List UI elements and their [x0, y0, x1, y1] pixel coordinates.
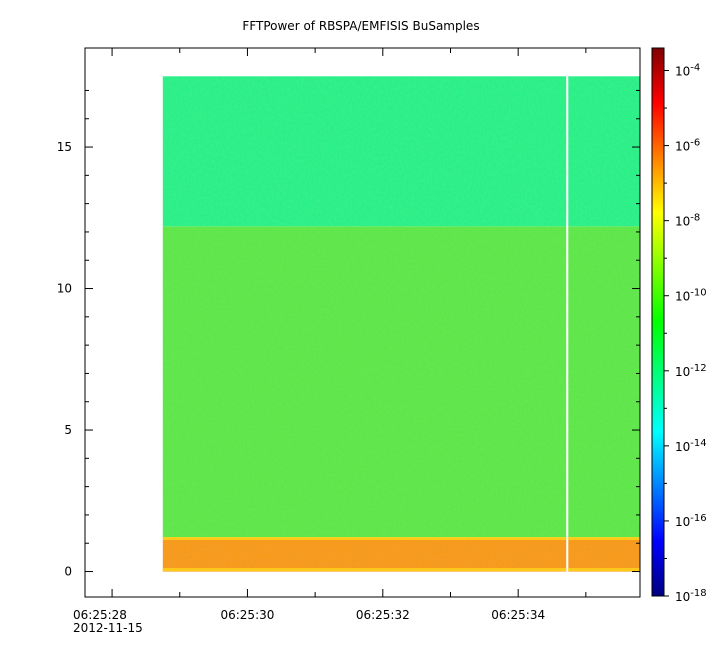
y-tick-label: 5 — [64, 423, 72, 437]
x-tick-label: 06:25:28 — [73, 608, 127, 622]
colorbar-tick-label: 10-14 — [675, 438, 707, 454]
low-band-edge-2-2 — [568, 537, 640, 540]
x-axis: 06:25:28 06:25:30 06:25:32 06:25:34 — [73, 48, 587, 622]
colorbar-tick-label: 10-16 — [675, 513, 707, 529]
x-tick-label: 06:25:32 — [356, 608, 410, 622]
colorbar-tick-label: 10-12 — [675, 363, 707, 379]
chart-title: FFTPower of RBSPA/EMFISIS BuSamples — [242, 19, 479, 33]
colorbar-gradient — [651, 47, 665, 597]
colorbar: 10-4 10-6 10-8 10-10 10-12 10-14 10-16 10-18 — [651, 47, 707, 604]
spectrogram-band-1-segment-2 — [568, 537, 640, 572]
colorbar-tick-label: 10-10 — [675, 288, 707, 304]
x-axis-date-label: 2012-11-15 — [73, 621, 143, 635]
plot-area — [162, 76, 640, 572]
spectrogram-band-1-segment-1 — [162, 537, 567, 572]
plot-frame — [84, 47, 641, 598]
colorbar-tick-label: 10-18 — [675, 588, 707, 604]
spectrogram-band-2-segment-2 — [568, 226, 640, 538]
y-tick-label: 0 — [64, 565, 72, 579]
colorbar-tick-label: 10-8 — [675, 213, 700, 229]
spectrogram-band-3-segment-1 — [162, 76, 567, 227]
y-tick-label: 15 — [57, 140, 72, 154]
y-axis: 0 5 10 15 — [57, 89, 640, 579]
low-band-edge-2-1 — [568, 568, 640, 572]
colorbar-tick-label: 10-4 — [675, 63, 700, 79]
colorbar-tick-label: 10-6 — [675, 138, 700, 154]
y-tick-label: 10 — [57, 282, 72, 296]
low-band-edge-1-2 — [162, 537, 567, 540]
low-band-edge-1-1 — [162, 568, 567, 572]
spectrogram-band-2-segment-1 — [162, 226, 567, 538]
x-tick-label: 06:25:30 — [220, 608, 274, 622]
x-tick-label: 06:25:34 — [491, 608, 545, 622]
spectrogram-band-3-segment-2 — [568, 76, 640, 227]
